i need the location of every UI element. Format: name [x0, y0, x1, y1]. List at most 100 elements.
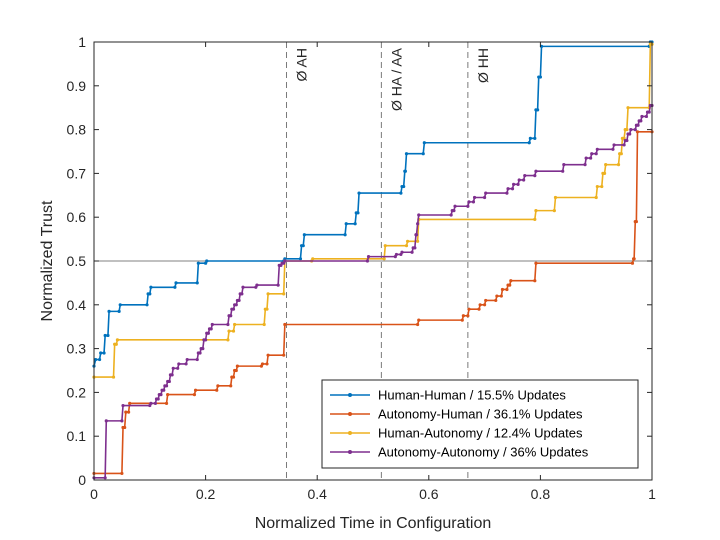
- series-2-point-23: [533, 217, 537, 221]
- series-1-point-9: [192, 392, 197, 397]
- series-3-point-15: [164, 384, 169, 388]
- legend-entry-3: Autonomy-Autonomy / 36% Updates: [330, 445, 589, 460]
- vline-label-0: Ø AH: [294, 48, 310, 81]
- series-3-point-108: [636, 123, 640, 127]
- series-2-point-4: [115, 338, 120, 342]
- series-0-point-36: [403, 169, 407, 173]
- series-1-point-31: [477, 307, 481, 311]
- series-1-point-25: [416, 322, 420, 327]
- series-1-point-36: [495, 294, 499, 298]
- series-2-point-12: [266, 292, 270, 296]
- series-2-point-1: [111, 375, 116, 379]
- series-2-point-16: [311, 257, 315, 261]
- series-2-point-29: [600, 184, 604, 189]
- x-tick-label-5: 1: [648, 486, 656, 502]
- y-tick-label-3: 0.3: [67, 341, 87, 357]
- series-1-point-21: [265, 362, 269, 366]
- legend-marker-3: [348, 450, 352, 454]
- series-3-point-105: [629, 128, 633, 132]
- series-0-point-28: [353, 222, 357, 226]
- series-3-point-114: [647, 110, 651, 114]
- series-3-point-111: [640, 114, 644, 119]
- series-2-point-9: [262, 322, 266, 327]
- series-1-point-50: [635, 130, 640, 134]
- series-2-point-3: [114, 342, 118, 346]
- series-3-point-65: [413, 246, 417, 250]
- series-2-point-8: [233, 322, 237, 327]
- series-3-point-20: [171, 366, 175, 370]
- series-3-point-77: [472, 195, 477, 200]
- series-1-point-32: [478, 303, 482, 307]
- series-2-point-26: [553, 195, 558, 200]
- series-3-point-89: [534, 169, 538, 173]
- series-3-point-63: [410, 250, 414, 254]
- series-0-point-19: [205, 259, 209, 263]
- series-0-point-8: [117, 309, 121, 313]
- series-0-point-2: [97, 357, 102, 362]
- series-2-point-40: [626, 106, 630, 110]
- series-1-point-3: [123, 425, 127, 430]
- series-0-point-10: [145, 303, 149, 307]
- series-3-point-4: [121, 403, 125, 408]
- series-0-point-44: [536, 108, 540, 112]
- series-3-point-56: [283, 259, 287, 263]
- legend-entry-1: Autonomy-Human / 36.1% Updates: [330, 407, 583, 422]
- series-3-point-68: [416, 222, 420, 226]
- series-3-point-69: [417, 213, 421, 217]
- series-3-point-36: [210, 322, 214, 327]
- series-0-point-13: [149, 285, 153, 289]
- series-3-point-90: [561, 169, 565, 173]
- series-2-point-19: [404, 244, 409, 248]
- series-1-point-43: [533, 279, 537, 283]
- series-3-point-60: [394, 252, 399, 257]
- series-0-point-26: [343, 233, 347, 237]
- series-2-point-28: [595, 184, 599, 189]
- series-0-point-22: [298, 257, 303, 261]
- y-tick-label-9: 0.9: [67, 78, 87, 94]
- series-3-point-88: [533, 173, 537, 178]
- series-3-point-17: [167, 379, 171, 384]
- legend-label-0: Human-Human / 15.5% Updates: [378, 388, 566, 403]
- series-0-point-12: [148, 292, 152, 296]
- series-1-point-12: [216, 384, 220, 388]
- series-3-point-67: [414, 233, 419, 237]
- series-3-point-102: [625, 138, 629, 143]
- legend-marker-1: [348, 412, 352, 416]
- series-1-point-11: [215, 388, 219, 392]
- series-0-point-3: [99, 351, 103, 355]
- series-3-point-94: [589, 156, 593, 160]
- series-1-point-38: [500, 287, 505, 292]
- series-1-point-45: [630, 261, 635, 265]
- y-tick-label-0: 0: [78, 472, 86, 488]
- series-1-point-10: [193, 388, 198, 392]
- series-0-point-31: [357, 191, 361, 195]
- series-3-point-75: [467, 200, 471, 204]
- series-0-point-6: [106, 333, 110, 338]
- series-3-point-87: [523, 173, 527, 178]
- x-axis-label: Normalized Time in Configuration: [255, 515, 492, 532]
- series-3-point-29: [201, 347, 205, 351]
- series-1-point-1: [120, 471, 124, 476]
- series-3-point-95: [590, 152, 594, 156]
- series-3-point-91: [562, 163, 566, 167]
- series-2-point-35: [619, 152, 623, 156]
- series-3-point-97: [595, 147, 599, 151]
- series-2-point-39: [625, 128, 629, 132]
- series-1-point-42: [509, 279, 513, 283]
- series-0-point-7: [107, 309, 111, 313]
- series-1-point-15: [231, 375, 236, 379]
- y-tick-label-8: 0.8: [67, 122, 87, 138]
- series-0-point-5: [103, 333, 107, 338]
- series-3-point-78: [483, 195, 487, 200]
- series-2-point-24: [534, 209, 538, 213]
- series-0-point-27: [344, 222, 348, 226]
- series-3-point-74: [466, 204, 470, 208]
- series-1-point-5: [126, 410, 131, 414]
- series-3-point-73: [453, 204, 457, 208]
- series-1-point-22: [266, 353, 270, 357]
- series-0-point-16: [195, 281, 199, 285]
- series-3-point-82: [510, 187, 515, 191]
- series-3-point-70: [449, 213, 453, 217]
- series-2-point-25: [552, 209, 556, 213]
